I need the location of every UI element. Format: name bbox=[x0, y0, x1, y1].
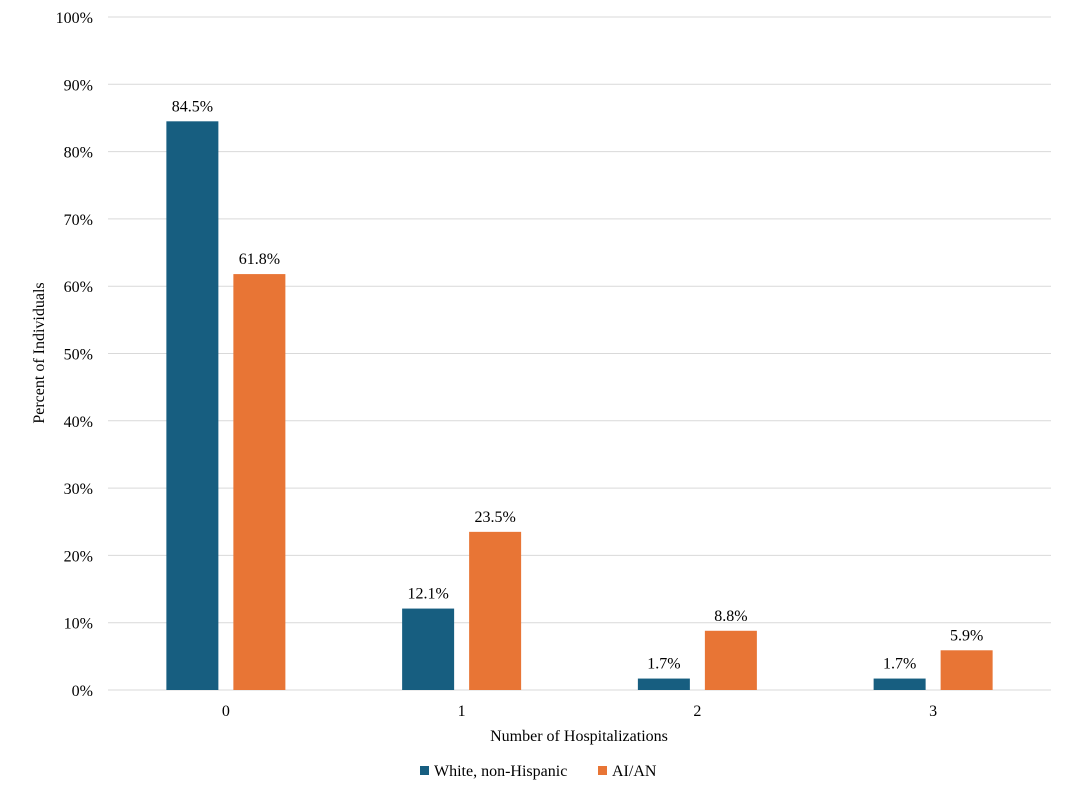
y-tick-label: 100% bbox=[56, 10, 93, 27]
data-label: 5.9% bbox=[950, 627, 983, 644]
bar-white-non-hispanic-1 bbox=[402, 608, 455, 690]
data-label: 61.8% bbox=[239, 251, 280, 268]
x-axis-title: Number of Hospitalizations bbox=[490, 728, 668, 745]
y-tick-label: 30% bbox=[64, 481, 93, 498]
legend: White, non-Hispanic AI/AN bbox=[420, 763, 657, 780]
data-label: 8.8% bbox=[714, 608, 747, 625]
x-tick-label: 2 bbox=[693, 703, 701, 720]
data-label: 23.5% bbox=[474, 509, 515, 526]
y-axis-ticks: 0% 10% 20% 30% 40% 50% 60% 70% 80% 90% 100% bbox=[56, 10, 93, 700]
x-axis-ticks: 0 1 2 3 bbox=[222, 703, 937, 720]
x-tick-label: 3 bbox=[929, 703, 937, 720]
y-tick-label: 90% bbox=[64, 77, 93, 94]
x-tick-label: 1 bbox=[458, 703, 466, 720]
data-label: 84.5% bbox=[172, 98, 213, 115]
y-tick-label: 40% bbox=[64, 414, 93, 431]
y-tick-label: 80% bbox=[64, 145, 93, 162]
y-tick-label: 70% bbox=[64, 212, 93, 229]
y-tick-label: 0% bbox=[72, 683, 93, 700]
y-tick-label: 60% bbox=[64, 279, 93, 296]
x-tick-label: 0 bbox=[222, 703, 230, 720]
bar-ai-an-1 bbox=[469, 531, 522, 690]
bar-ai-an-3 bbox=[940, 650, 993, 690]
data-label: 12.1% bbox=[407, 586, 448, 603]
data-label: 1.7% bbox=[883, 656, 916, 673]
data-label: 1.7% bbox=[647, 656, 680, 673]
bar-ai-an-2 bbox=[704, 630, 757, 690]
y-axis-title: Percent of Individuals bbox=[31, 282, 48, 423]
bar-white-non-hispanic-2 bbox=[637, 678, 690, 690]
legend-swatch bbox=[598, 766, 607, 775]
y-tick-label: 10% bbox=[64, 616, 93, 633]
data-labels: 84.5% 61.8% 12.1% 23.5% 1.7% 8.8% 1.7% 5.9% bbox=[172, 98, 984, 672]
bars bbox=[166, 121, 993, 690]
y-tick-label: 50% bbox=[64, 347, 93, 364]
bar-white-non-hispanic-0 bbox=[166, 121, 219, 690]
y-tick-label: 20% bbox=[64, 548, 93, 565]
legend-swatch bbox=[420, 766, 429, 775]
legend-label: White, non-Hispanic bbox=[434, 763, 567, 780]
bar-ai-an-0 bbox=[233, 274, 286, 690]
bar-white-non-hispanic-3 bbox=[873, 678, 926, 690]
legend-label: AI/AN bbox=[612, 763, 657, 780]
